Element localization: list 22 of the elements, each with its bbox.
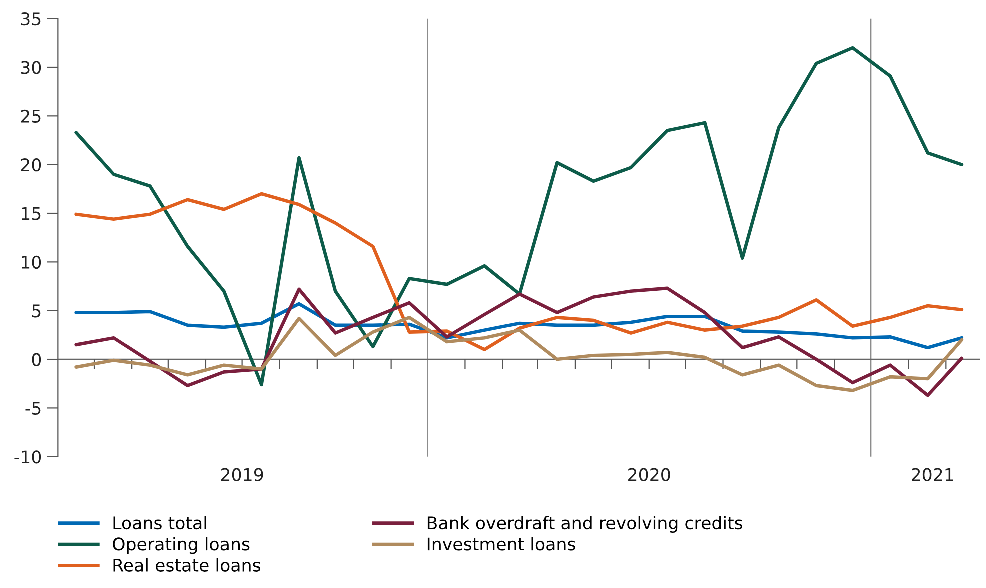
y-tick-label: 0 [32, 353, 42, 366]
legend-label: Real estate loans [114, 558, 260, 572]
y-tick-label: 15 [22, 207, 41, 220]
y-tick-label: 10 [22, 256, 42, 270]
y-tick-label: -5 [26, 402, 41, 416]
x-tick-label: 2020 [628, 468, 670, 482]
y-tick-label: 20 [21, 158, 42, 172]
line-series [74, 286, 964, 398]
y-tick-label: 25 [21, 110, 41, 124]
x-tick-label: 2021 [912, 468, 954, 482]
legend-label: Operating loans [113, 537, 250, 554]
y-tick-label: 35 [21, 12, 41, 26]
legend-label: Investment loans [428, 537, 576, 551]
line-series [74, 192, 964, 352]
y-tick-label: 5 [32, 304, 41, 318]
line-series [74, 46, 964, 387]
y-tick-label: -10 [14, 450, 42, 464]
legend-label: Bank overdraft and revolving credits [428, 516, 743, 534]
x-tick-label: 2019 [221, 468, 264, 482]
y-tick-label: 30 [21, 61, 42, 74]
legend-label: Loans total [114, 516, 206, 530]
line-series [74, 316, 964, 392]
